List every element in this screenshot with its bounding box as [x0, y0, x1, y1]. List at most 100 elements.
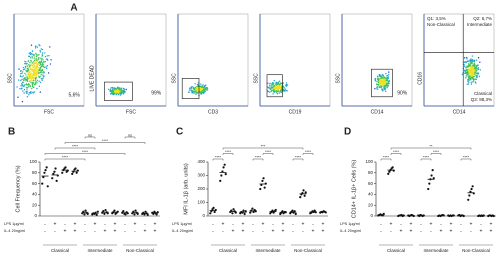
flow-event [44, 56, 47, 58]
flow-event [471, 55, 474, 57]
data-point [231, 212, 234, 215]
flow-event [377, 78, 380, 80]
flow-event [38, 85, 41, 88]
flow-event [382, 74, 385, 76]
flow-event [31, 87, 33, 90]
flow-x-label: CD14 [371, 109, 384, 115]
y-tick-label: 300 [197, 173, 205, 178]
flow-event [42, 63, 44, 65]
flow-event [386, 83, 388, 85]
flow-event [470, 79, 472, 81]
flow-event [28, 75, 30, 77]
flow-event [280, 88, 283, 91]
flow-event [386, 87, 388, 89]
significance-label: **** [62, 155, 68, 159]
flow-event [36, 55, 38, 57]
data-point [113, 209, 116, 212]
flow-event [25, 80, 27, 82]
flow-event [269, 82, 271, 85]
condition-sign: - [380, 228, 382, 234]
condition-sign: - [124, 228, 126, 234]
flow-event [206, 87, 209, 89]
flow-event [31, 55, 33, 58]
flow-event [111, 86, 114, 89]
data-point [302, 189, 305, 192]
flow-event [39, 66, 42, 68]
data-point [55, 179, 58, 182]
flow-event [26, 83, 28, 86]
data-point [95, 213, 98, 217]
group-label: Classical [219, 248, 237, 253]
flow-event [470, 75, 472, 77]
flow-event [34, 69, 37, 71]
condition-sign: + [410, 221, 413, 227]
flow-event [269, 84, 271, 87]
flow-event [35, 60, 38, 62]
data-point [471, 185, 474, 188]
flow-event [470, 73, 473, 75]
data-point [222, 166, 225, 169]
flow-event [276, 90, 278, 93]
flow-event [35, 77, 37, 79]
significance-label: **** [102, 139, 108, 143]
y-tick-label: 40 [368, 192, 374, 197]
condition-sign: + [74, 228, 77, 234]
flow-event [476, 72, 478, 75]
significance-bracket [84, 136, 96, 139]
flow-event [473, 72, 475, 75]
data-point [74, 167, 77, 170]
flow-event [45, 66, 47, 68]
flow-event [32, 92, 35, 94]
condition-sign: + [154, 228, 157, 234]
flow-event [46, 55, 48, 57]
flow-event [21, 72, 23, 74]
flow-event [469, 65, 471, 67]
flow-event [120, 94, 122, 96]
flow-event [464, 72, 466, 75]
significance-label: ns [128, 133, 132, 137]
flow-event [111, 93, 113, 95]
data-point [83, 213, 86, 216]
flow-event [31, 85, 34, 88]
flow-event [42, 59, 44, 61]
flow-gate [266, 74, 283, 98]
condition-sign: + [470, 221, 473, 227]
flow-event [380, 75, 383, 78]
flow-event [463, 61, 465, 64]
flow-event [46, 58, 49, 60]
flow-event [35, 81, 37, 83]
condition-sign: + [400, 228, 403, 234]
data-point [249, 211, 252, 214]
data-point [291, 209, 294, 212]
flow-event [197, 89, 199, 91]
flow-event [31, 62, 33, 64]
significance-label: ns [88, 133, 92, 137]
flow-y-label: LIVE DEAD [89, 65, 95, 92]
flow-event [117, 91, 119, 93]
flow-event [192, 91, 194, 93]
group-label: Classical [51, 248, 69, 253]
y-tick-label: 0 [370, 213, 373, 218]
condition-sign: - [390, 228, 392, 234]
flow-event [110, 87, 112, 89]
flow-event [466, 56, 468, 59]
flow-event [203, 87, 205, 90]
y-axis-label: Cell Frequency (%) [15, 165, 21, 212]
flow-event [33, 61, 35, 64]
flow-event [473, 78, 475, 80]
condition-sign: + [450, 221, 453, 227]
flow-event [29, 51, 32, 54]
flow-event [285, 89, 288, 92]
flow-x-label: CD3 [208, 109, 218, 115]
data-point [209, 212, 212, 215]
data-point [430, 174, 433, 177]
data-point [133, 213, 136, 216]
significance-bracket [390, 147, 472, 150]
flow-event [16, 86, 18, 88]
data-point [45, 166, 48, 169]
flow-event [23, 79, 25, 82]
flow-event [19, 88, 21, 90]
flow-event [27, 72, 30, 75]
flow-event [30, 91, 32, 93]
group-label: Non-Classical [294, 248, 322, 253]
